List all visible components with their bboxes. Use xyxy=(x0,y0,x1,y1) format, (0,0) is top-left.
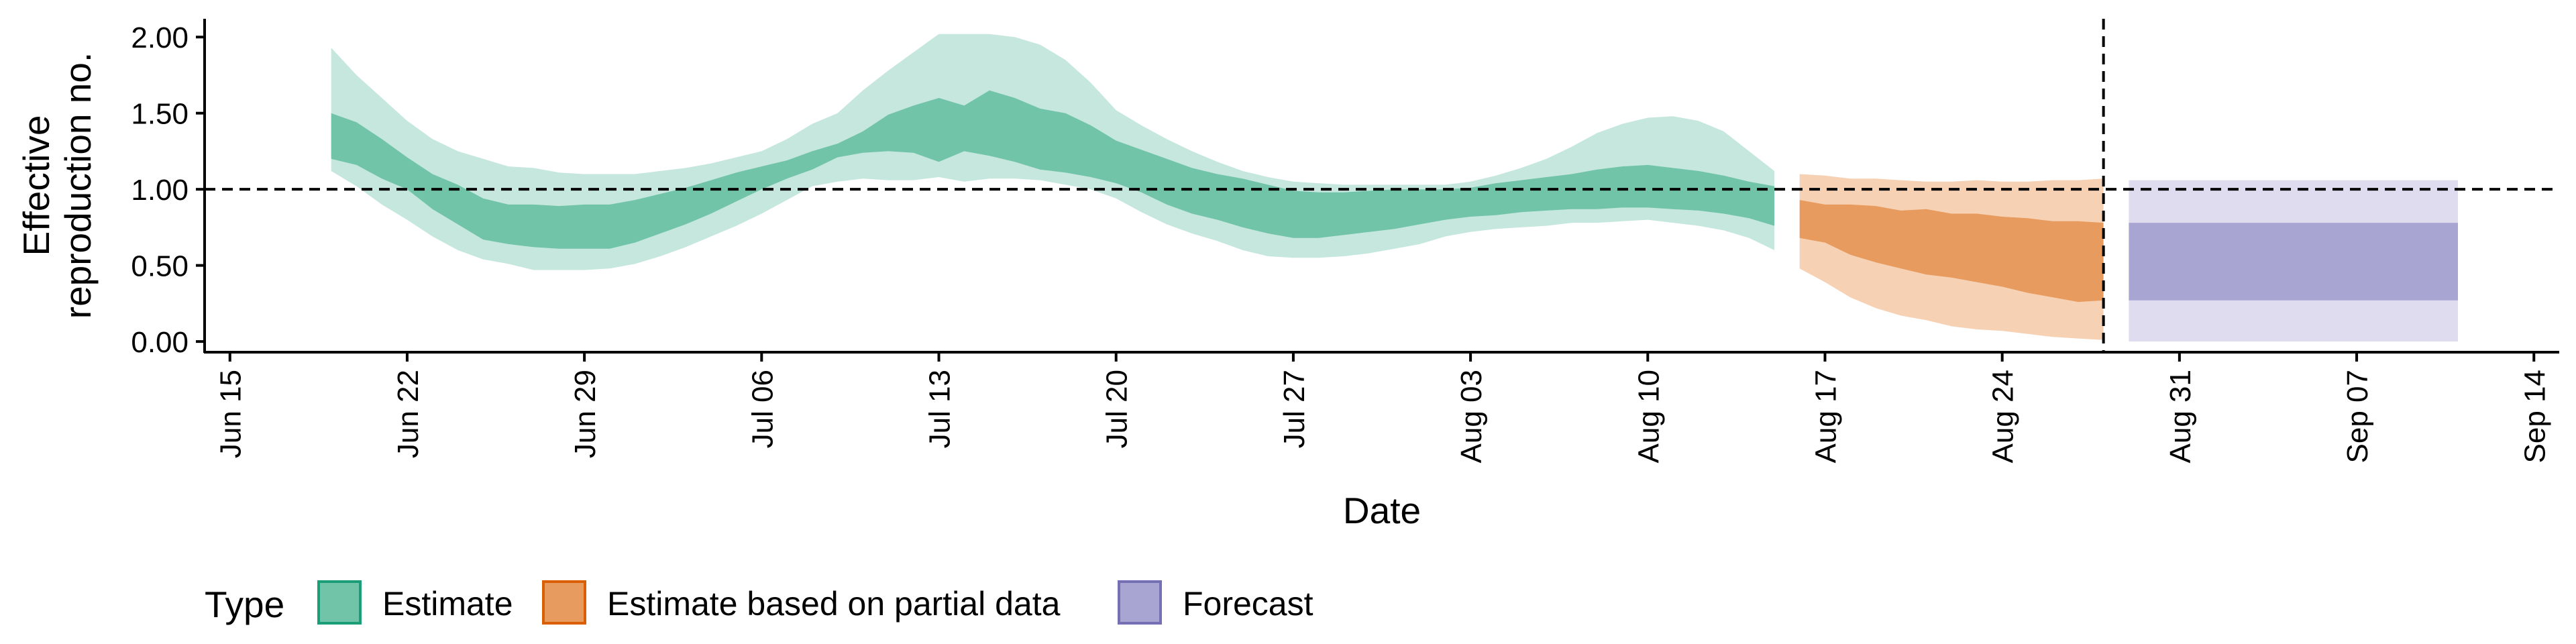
legend-key xyxy=(542,580,586,625)
series-bands xyxy=(331,34,2458,342)
legend-title: Type xyxy=(205,584,284,625)
y-tick-label: 1.50 xyxy=(131,98,189,131)
legend-label: Estimate based on partial data xyxy=(607,585,1061,623)
y-tick-label: 0.00 xyxy=(131,326,189,359)
x-tick-label: Jul 13 xyxy=(924,370,957,448)
x-tick-label: Jul 20 xyxy=(1101,370,1134,448)
y-axis-title: Effectivereproduction no. xyxy=(15,52,99,319)
legend-key xyxy=(1118,580,1162,625)
axes: 0.00 0.50 1.00 1.50 2.00 Jun 15 Jun 22 Jun 29 Ju… xyxy=(131,19,2559,463)
x-tick-label: Aug 31 xyxy=(2164,370,2197,463)
x-tick-label: Jul 27 xyxy=(1278,370,1311,448)
estimate-based-on-partial-data-inner-band xyxy=(1799,200,2104,303)
x-tick-label: Jun 29 xyxy=(569,370,602,458)
x-tick-label: Jun 22 xyxy=(392,370,425,458)
y-axis-title-line: Effective xyxy=(15,115,57,256)
axis-titles: Date Effectivereproduction no. xyxy=(15,52,1421,531)
x-tick-label: Sep 14 xyxy=(2518,370,2551,463)
x-tick-label: Aug 03 xyxy=(1455,370,1488,463)
x-tick-label: Sep 07 xyxy=(2341,370,2374,463)
x-tick-label: Aug 17 xyxy=(1810,370,1843,463)
x-tick-label: Aug 24 xyxy=(1987,370,2020,463)
x-axis-title: Date xyxy=(1343,490,1421,531)
legend: Type Estimate Estimate based on partial da… xyxy=(205,580,1313,625)
reference-lines xyxy=(205,19,2559,352)
y-axis-title-line: reproduction no. xyxy=(57,52,99,319)
x-tick-label: Aug 10 xyxy=(1632,370,1665,463)
x-tick-label: Jun 15 xyxy=(215,370,248,458)
legend-key xyxy=(317,580,362,625)
y-tick-label: 2.00 xyxy=(131,21,189,54)
y-tick-label: 0.50 xyxy=(131,250,189,283)
estimate-inner-band xyxy=(331,90,1775,249)
x-tick-label: Jul 06 xyxy=(746,370,779,448)
legend-label: Forecast xyxy=(1183,585,1313,623)
forecast-inner-band xyxy=(2129,223,2458,301)
legend-label: Estimate xyxy=(382,585,513,623)
y-tick-label: 1.00 xyxy=(131,174,189,207)
